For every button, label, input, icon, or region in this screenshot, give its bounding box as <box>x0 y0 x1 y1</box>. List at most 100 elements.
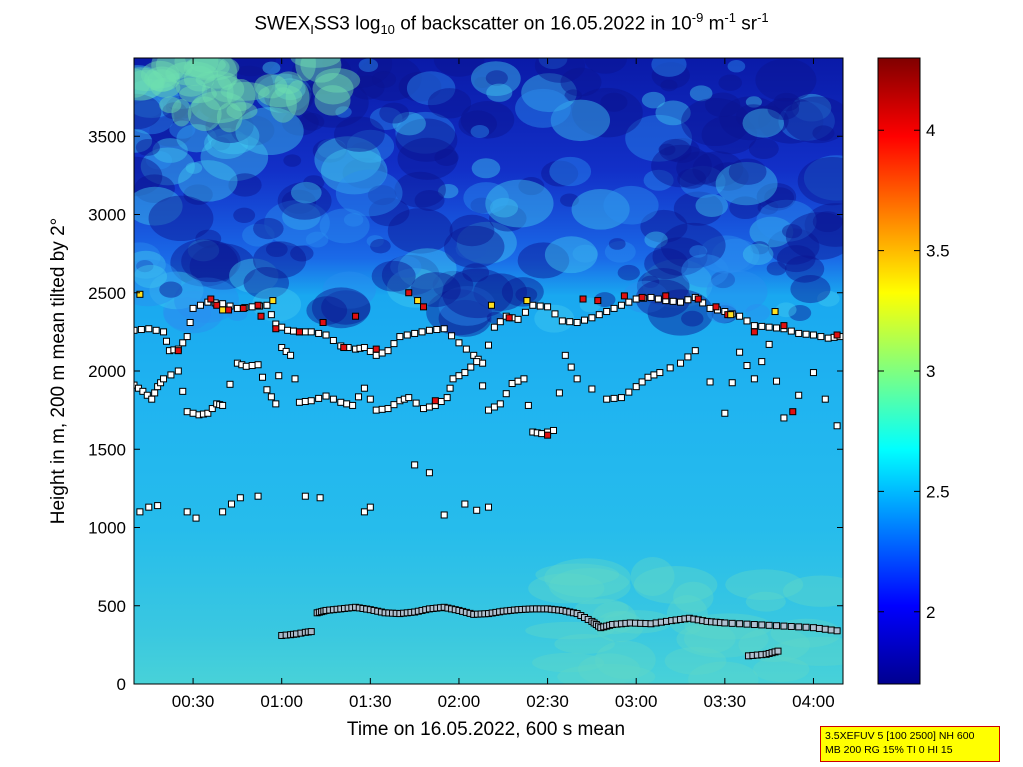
texture-patch <box>728 158 767 185</box>
texture-patch <box>767 97 800 121</box>
texture-patch <box>490 197 519 218</box>
texture-patch <box>750 241 770 255</box>
strong-layer-marker <box>319 318 327 326</box>
layer-marker <box>301 492 309 500</box>
layer-marker <box>295 398 303 406</box>
texture-patch <box>233 207 256 223</box>
texture-patch <box>187 239 220 262</box>
layer-marker <box>617 301 625 309</box>
title-part: -9 <box>691 10 704 25</box>
texture-patch <box>228 173 262 197</box>
layer-marker <box>824 334 832 342</box>
layer-marker <box>706 304 714 312</box>
texture-patch <box>633 566 718 604</box>
strong-layer-marker <box>638 293 646 301</box>
layer-marker <box>479 382 487 390</box>
layer-marker <box>795 391 803 399</box>
layer-marker <box>780 622 788 630</box>
texture-patch <box>291 58 352 95</box>
texture-patch <box>342 157 387 189</box>
layer-marker <box>514 377 522 385</box>
layer-marker <box>143 391 151 399</box>
layer-marker <box>148 395 156 403</box>
layer-marker <box>186 318 194 326</box>
layer-marker <box>290 327 298 335</box>
layer-marker <box>638 378 646 386</box>
texture-patch <box>572 244 599 263</box>
texture-patch <box>515 287 538 303</box>
layer-marker <box>809 369 817 377</box>
texture-patch <box>438 285 496 326</box>
texture-patch <box>322 271 376 309</box>
texture-patch <box>534 304 575 333</box>
texture-patch <box>134 65 164 102</box>
layer-marker <box>644 373 652 381</box>
layer-marker <box>162 337 170 345</box>
layer-marker <box>183 508 191 516</box>
layer-marker <box>656 369 664 377</box>
layer-marker <box>425 403 433 411</box>
layer-marker <box>595 311 603 319</box>
layer-marker <box>248 362 256 370</box>
texture-patch <box>608 238 626 250</box>
strong-layer-marker <box>780 322 788 330</box>
texture-patch <box>209 102 252 132</box>
layer-marker <box>242 362 250 370</box>
texture-patch <box>683 624 736 654</box>
texture-patch <box>471 158 501 179</box>
texture-patch <box>704 92 741 118</box>
texture-patch <box>226 102 258 120</box>
layer-marker <box>307 397 315 405</box>
texture-patch <box>745 105 789 136</box>
texture-patch <box>169 120 196 139</box>
layer-marker <box>817 333 825 341</box>
y-tick-label: 3500 <box>88 127 126 146</box>
texture-patch <box>155 58 194 80</box>
layer-marker <box>437 398 445 406</box>
texture-patch <box>134 250 166 279</box>
layer-marker <box>145 503 153 511</box>
strong-layer-marker <box>257 312 265 320</box>
texture-patch <box>145 151 173 170</box>
texture-patch <box>371 71 397 88</box>
layer-marker <box>485 341 492 349</box>
layer-marker <box>549 426 557 434</box>
layer-marker <box>263 301 271 309</box>
texture-patch <box>387 208 453 254</box>
texture-patch <box>673 191 723 226</box>
texture-patch <box>557 663 656 684</box>
texture-patch <box>274 78 306 101</box>
texture-patch <box>165 95 199 119</box>
layer-marker <box>343 400 351 408</box>
layer-marker <box>538 430 546 438</box>
texture-patch <box>235 107 304 156</box>
texture-patch <box>390 255 422 278</box>
layer-marker <box>167 371 175 379</box>
texture-patch <box>518 177 545 196</box>
layer-marker <box>787 327 795 335</box>
layer-marker <box>284 326 292 334</box>
strong-layer-marker <box>833 331 841 339</box>
strong-layer-marker <box>272 325 280 333</box>
layer-marker <box>272 400 280 408</box>
texture-patch <box>290 245 314 262</box>
texture-patch <box>521 73 577 113</box>
texture-patch <box>549 567 631 605</box>
layer-marker <box>462 345 470 353</box>
texture-patch <box>575 598 629 618</box>
layer-marker <box>684 296 692 304</box>
layer-marker <box>372 351 380 359</box>
strong-layer-marker <box>239 304 247 312</box>
layer-marker <box>508 380 516 388</box>
title-part: -1 <box>724 10 736 25</box>
texture-patch <box>134 259 182 307</box>
layer-marker <box>773 377 781 385</box>
layer-marker <box>833 627 841 635</box>
texture-patch <box>395 118 458 162</box>
layer-marker <box>699 299 707 307</box>
texture-patch <box>689 245 708 258</box>
strong-layer-marker <box>544 431 552 439</box>
texture-patch <box>560 193 579 207</box>
texture-patch <box>149 116 193 147</box>
layer-marker <box>479 359 487 367</box>
